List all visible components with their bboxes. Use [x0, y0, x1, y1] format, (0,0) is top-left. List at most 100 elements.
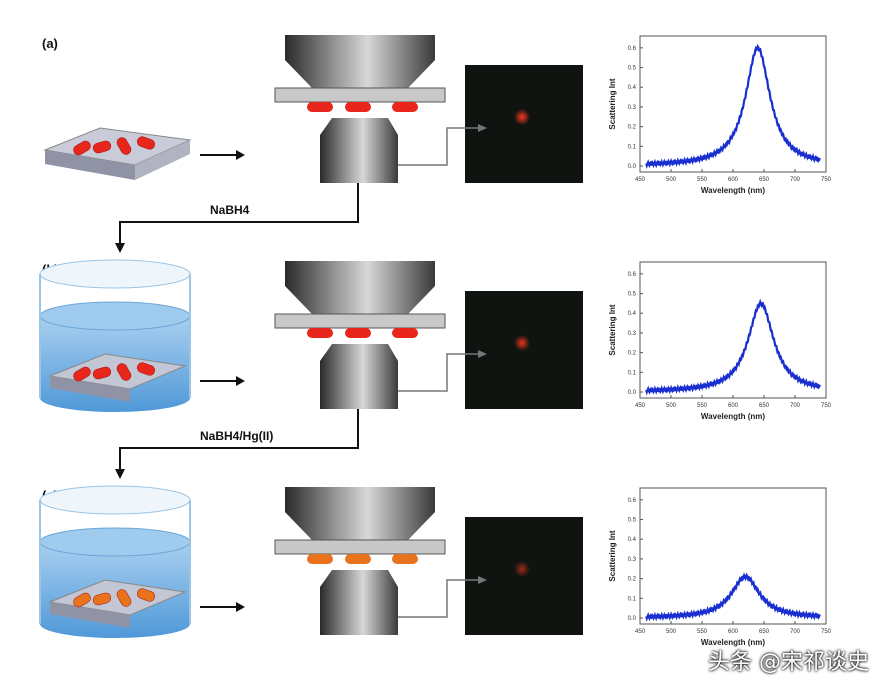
substrate-side — [135, 140, 190, 180]
panel-a: (a) NaBH4 0.0 0.1 0.2 0.3 0.4 0.5 0.6 450 500 550 60… — [42, 35, 832, 253]
y-tick-label: 0.6 — [628, 46, 637, 52]
watermark: 头条 @宋祁谈史 — [708, 650, 869, 675]
spectrum-line — [645, 43, 821, 169]
y-tick-label: 0.0 — [628, 616, 637, 622]
y-tick-label: 0.3 — [628, 557, 637, 563]
nanorod — [116, 589, 132, 607]
sample-stage — [274, 539, 446, 555]
y-axis-label: Scattering Int — [608, 304, 617, 355]
beaker — [39, 485, 191, 638]
objective-top — [285, 487, 435, 512]
y-tick-label: 0.6 — [628, 272, 637, 278]
y-tick-label: 0.1 — [628, 596, 637, 602]
objective-bottom-cone — [320, 344, 398, 361]
x-tick-label: 700 — [790, 177, 801, 183]
x-tick-label: 650 — [759, 177, 770, 183]
y-tick-label: 0.4 — [628, 85, 637, 91]
objective-top-cone — [285, 286, 435, 314]
x-tick-label: 650 — [759, 629, 770, 635]
objective-top-cone — [285, 60, 435, 88]
y-tick-label: 0.0 — [628, 164, 637, 170]
x-tick-label: 550 — [697, 403, 708, 409]
y-tick-label: 0.5 — [628, 292, 637, 298]
arrowhead — [478, 124, 487, 132]
beaker-wall — [39, 500, 191, 624]
scattering-spot — [514, 335, 530, 351]
reagent-label: NaBH4/Hg(II) — [200, 429, 273, 443]
panel-c: (c)0.00.10.20.30.40.50.64505005506006507… — [39, 485, 832, 647]
x-axis-label: Wavelength (nm) — [701, 638, 765, 647]
particle — [345, 328, 371, 338]
x-tick-label: 600 — [728, 177, 739, 183]
arrowhead — [115, 243, 125, 253]
beaker-rim — [39, 259, 191, 289]
y-tick-label: 0.4 — [628, 537, 637, 543]
spectrum-chart: 0.0 0.1 0.2 0.3 0.4 0.5 0.6 450 500 550 600 650 700 7… — [608, 487, 832, 647]
spectrum-line — [645, 298, 821, 396]
panel-label: (a) — [42, 36, 58, 51]
objective-top-cone — [285, 512, 435, 540]
particle — [392, 102, 418, 112]
scattering-spot — [514, 109, 530, 125]
y-tick-label: 0.2 — [628, 125, 637, 131]
y-tick-label: 0.2 — [628, 351, 637, 357]
x-tick-label: 750 — [821, 629, 832, 635]
plot-frame — [639, 487, 827, 625]
y-tick-label: 0.3 — [628, 105, 637, 111]
water-surface — [39, 527, 191, 557]
substrate-side — [50, 602, 130, 628]
y-tick-label: 0.1 — [628, 144, 637, 150]
x-tick-label: 500 — [666, 177, 677, 183]
x-tick-label: 500 — [666, 403, 677, 409]
objective-top — [285, 35, 435, 60]
spectrum-chart: 0.0 0.1 0.2 0.3 0.4 0.5 0.6 450 500 550 600 650 700 7… — [608, 35, 832, 195]
objective-bottom — [320, 587, 398, 635]
y-tick-label: 0.0 — [628, 390, 637, 396]
nanorod — [73, 592, 91, 608]
signal-line — [398, 127, 480, 166]
y-tick-label: 0.3 — [628, 331, 637, 337]
nanorod — [92, 366, 112, 380]
spectrum-chart: 0.0 0.1 0.2 0.3 0.4 0.5 0.6 450 500 550 600 650 700 7… — [608, 261, 832, 421]
x-tick-label: 650 — [759, 403, 770, 409]
x-tick-label: 550 — [697, 629, 708, 635]
substrate-top — [48, 353, 187, 390]
water-surface — [39, 301, 191, 331]
nanorod — [136, 588, 156, 602]
panel-b: (b)NaBH4/Hg(II)0.00.10.20.30.40.50.64505… — [39, 259, 832, 479]
nanorod — [73, 366, 91, 382]
x-tick-label: 450 — [635, 177, 646, 183]
x-axis-label: Wavelength (nm) — [701, 186, 765, 195]
objective-bottom — [320, 135, 398, 183]
beaker-rim — [39, 485, 191, 515]
arrowhead — [236, 602, 245, 612]
x-tick-label: 750 — [821, 403, 832, 409]
particle — [345, 102, 371, 112]
reagent-connector — [119, 409, 359, 471]
y-axis-label: Scattering Int — [608, 530, 617, 581]
substrate-side — [45, 150, 135, 180]
substrate-side — [50, 376, 130, 402]
reagent-connector — [119, 183, 359, 245]
spectrum-line — [645, 572, 821, 622]
x-tick-label: 700 — [790, 629, 801, 635]
x-tick-label: 700 — [790, 403, 801, 409]
y-tick-label: 0.4 — [628, 311, 637, 317]
x-tick-label: 600 — [728, 629, 739, 635]
beaker — [39, 259, 191, 412]
signal-line — [398, 579, 480, 618]
nanorod — [136, 136, 156, 150]
x-tick-label: 450 — [635, 403, 646, 409]
beaker-wall — [39, 274, 191, 398]
arrowhead — [236, 376, 245, 386]
particle — [307, 102, 333, 112]
objective-bottom-cone — [320, 118, 398, 135]
nanorod — [116, 137, 132, 155]
sample-stage — [274, 313, 446, 329]
particle — [307, 554, 333, 564]
sample-stage — [274, 87, 446, 103]
x-tick-label: 450 — [635, 629, 646, 635]
reagent-label: NaBH4 — [210, 203, 250, 217]
y-tick-label: 0.6 — [628, 498, 637, 504]
